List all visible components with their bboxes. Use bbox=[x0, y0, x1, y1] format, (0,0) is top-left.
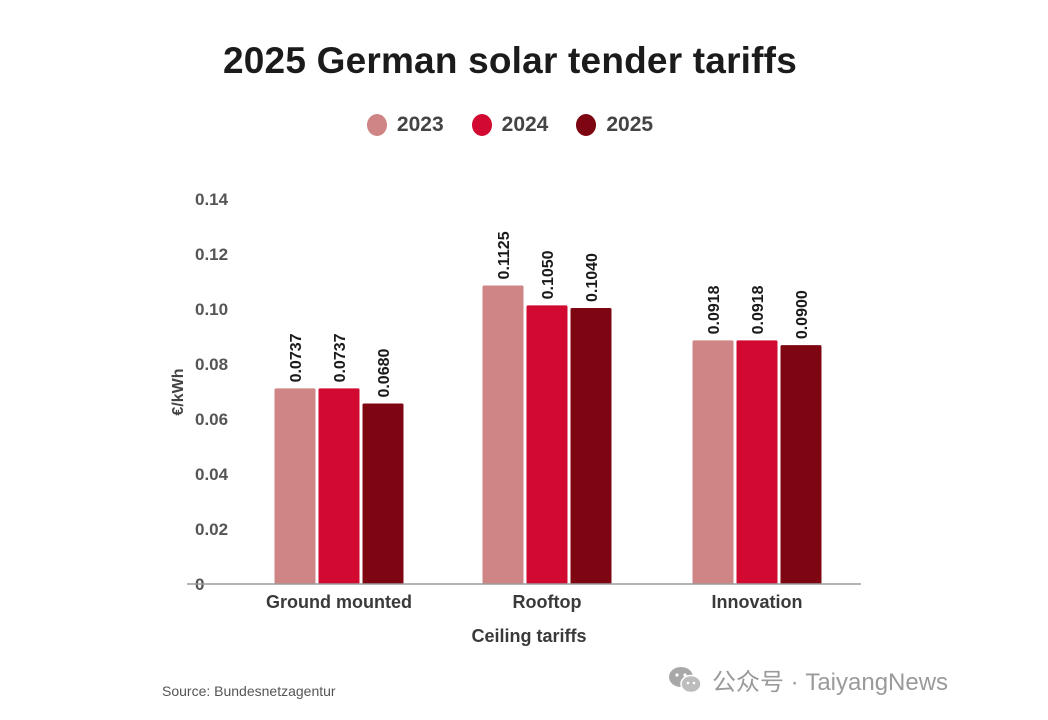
legend-label: 2023 bbox=[396, 113, 444, 136]
y-tick-label: 0.14 bbox=[195, 190, 229, 209]
legend-item-2025: 2025 bbox=[576, 113, 653, 137]
legend-swatch-2024 bbox=[471, 114, 492, 136]
data-label: 0.1050 bbox=[540, 250, 557, 299]
y-tick-label: 0.04 bbox=[195, 465, 229, 484]
y-tick-label: 0.12 bbox=[195, 245, 228, 264]
category-label: Ground mounted bbox=[266, 592, 412, 612]
y-tick-label: 0.10 bbox=[195, 300, 228, 319]
bar-2024-innovation bbox=[736, 340, 778, 584]
data-label: 0.1125 bbox=[496, 231, 513, 279]
bar-2024-ground-mounted bbox=[318, 388, 360, 584]
data-label: 0.0737 bbox=[288, 333, 305, 382]
bar-2023-ground-mounted bbox=[274, 388, 316, 584]
data-label: 0.0680 bbox=[376, 349, 393, 398]
bar-2023-innovation bbox=[692, 340, 734, 584]
source-note: Source: Bundesnetzagentur bbox=[162, 683, 336, 699]
category-label: Innovation bbox=[712, 592, 803, 612]
data-label: 0.0918 bbox=[706, 285, 723, 334]
chart-title: 2025 German solar tender tariffs bbox=[223, 40, 797, 81]
watermark: 公众号 · TaiyangNews bbox=[668, 662, 948, 697]
bar-2023-rooftop bbox=[482, 285, 524, 584]
y-tick-label: 0.02 bbox=[195, 520, 228, 539]
legend-swatch-2025 bbox=[576, 114, 597, 136]
y-tick-label: 0.08 bbox=[195, 355, 228, 374]
x-axis-title: Ceiling tariffs bbox=[471, 626, 586, 646]
data-label: 0.0900 bbox=[794, 290, 811, 339]
bars bbox=[274, 285, 822, 584]
legend: 2023 2024 2025 bbox=[0, 113, 1020, 137]
data-label: 0.1040 bbox=[584, 253, 601, 302]
category-labels: Ground mounted Rooftop Innovation bbox=[266, 592, 802, 612]
data-labels: 0.0737 0.0737 0.0680 0.1125 0.1050 0.1040 0.09… bbox=[288, 231, 811, 397]
data-label: 0.0737 bbox=[332, 333, 349, 382]
legend-item-2023: 2023 bbox=[366, 113, 444, 137]
bar-2024-rooftop bbox=[526, 305, 568, 584]
y-axis-title: €/kWh bbox=[170, 368, 187, 415]
legend-label: 2025 bbox=[606, 113, 654, 136]
legend-swatch-2023 bbox=[366, 114, 387, 136]
legend-label: 2024 bbox=[501, 113, 549, 136]
watermark-text: 公众号 · TaiyangNews bbox=[712, 669, 949, 696]
y-tick-label: 0.06 bbox=[195, 410, 228, 429]
bar-2025-innovation bbox=[780, 345, 822, 584]
bar-2025-rooftop bbox=[570, 308, 612, 584]
bar-2025-ground-mounted bbox=[362, 403, 404, 584]
category-label: Rooftop bbox=[513, 592, 582, 612]
legend-item-2024: 2024 bbox=[471, 113, 549, 137]
data-label: 0.0918 bbox=[750, 285, 767, 334]
wechat-icon bbox=[668, 665, 704, 695]
y-axis-ticks: 00.020.040.060.080.100.120.14 bbox=[195, 190, 229, 594]
